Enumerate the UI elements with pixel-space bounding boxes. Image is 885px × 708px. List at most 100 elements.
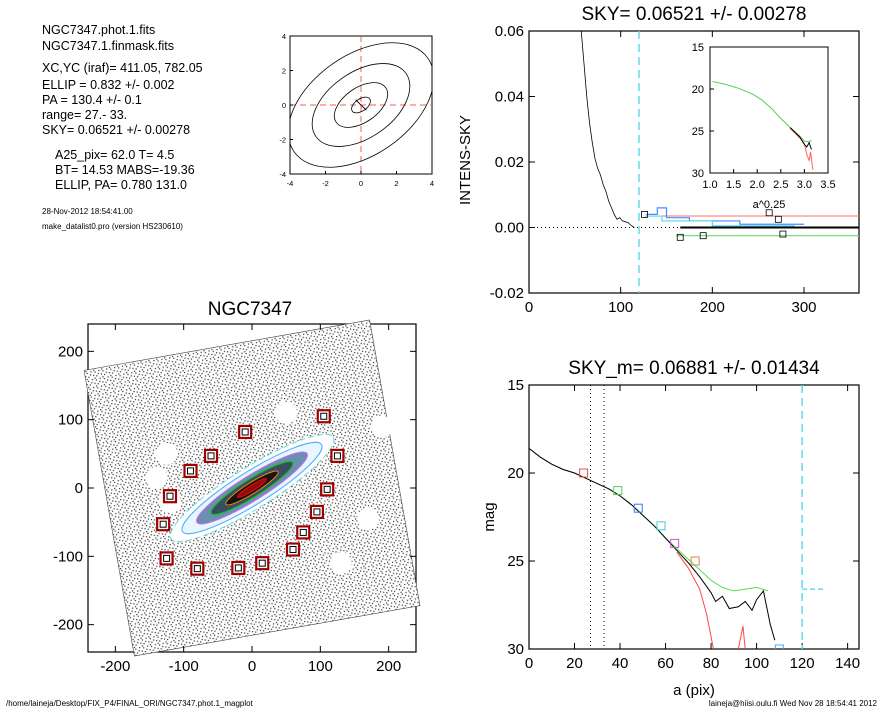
mag-x-tick-label: 40 — [612, 655, 629, 672]
mask-square-inner — [323, 485, 331, 493]
mask-square-inner — [313, 508, 321, 516]
mag-x-tick-label: 80 — [703, 655, 720, 672]
sky-y-tick-label: 0.02 — [495, 154, 524, 171]
sky-box-marker — [774, 215, 782, 223]
masked-star — [357, 507, 380, 530]
info-line: BT= 14.53 MABS=-19.36 — [55, 163, 195, 177]
mag-x-tick-label: 120 — [790, 655, 815, 672]
mag-box-marker — [633, 503, 643, 513]
inset-series-line — [789, 127, 812, 150]
sky-box-marker — [779, 230, 787, 238]
sky-title: SKY= 0.06521 +/- 0.00278 — [581, 4, 806, 25]
image-y-tick-label: 0 — [75, 480, 83, 497]
info-line: NGC7347.phot.1.fits — [42, 23, 155, 37]
inset-frame — [709, 46, 829, 174]
contour-ellipse — [351, 96, 371, 114]
mask-square-inner — [289, 546, 297, 553]
mag-y-tick-label: 20 — [507, 465, 524, 482]
inset-y-tick-label: 20 — [692, 84, 704, 96]
image-x-tick-label: 0 — [248, 658, 256, 675]
contour-plot: -4 -2 0 2 4 -4 -2 0 2 4 — [279, 32, 434, 188]
mag-y-tick-label: 30 — [507, 641, 524, 658]
sky-x-tick-label: 300 — [791, 299, 816, 316]
sky-box-marker — [765, 209, 773, 217]
inset-y-tick-label: 25 — [692, 126, 704, 138]
mask-square — [190, 561, 205, 576]
mask-square-inner — [258, 559, 266, 567]
mask-square — [238, 424, 253, 440]
mask-square-inner — [207, 452, 215, 460]
sky-y-tick-label: 0.06 — [495, 23, 524, 40]
mask-square — [156, 517, 171, 532]
mask-square-inner — [320, 412, 328, 420]
contour-x-tick-label: -4 — [287, 179, 294, 188]
galaxy-isophote — [236, 478, 268, 498]
mask-square — [159, 551, 174, 566]
mask-square-inner — [193, 565, 201, 573]
image-x-tick-label: 100 — [308, 658, 333, 675]
mask-square-inner — [241, 428, 249, 436]
info-line: ELLIP = 0.832 +/- 0.002 — [42, 78, 175, 92]
sky-x-tick-label: 100 — [608, 299, 633, 316]
mag-series-group — [529, 447, 784, 649]
mag-x-tick-label: 140 — [835, 655, 860, 672]
mask-square — [255, 556, 270, 571]
contour-x-tick-label: 0 — [359, 179, 363, 188]
info-line: make_datalist0.pro (version HS230610) — [42, 222, 183, 231]
mag-series-black — [529, 447, 776, 641]
contour-y-tick-label: -4 — [279, 170, 286, 179]
inset-x-tick-label: 3.5 — [820, 179, 835, 191]
mask-square — [285, 542, 301, 557]
inset-series-line — [712, 80, 812, 143]
sky-x-tick-label: 200 — [700, 299, 725, 316]
contour-y-tick-label: 2 — [282, 67, 286, 76]
mask-square — [162, 489, 178, 504]
mag-series-red — [676, 551, 714, 649]
inset-xlabel: a^0.25 — [753, 199, 786, 211]
mag-box-marker — [690, 556, 700, 566]
mask-square — [203, 448, 219, 463]
mag-y-tick-label: 15 — [507, 377, 524, 394]
mag-frame — [528, 384, 860, 650]
image-y-tick-label: 100 — [58, 412, 83, 429]
contour-y-tick-label: 4 — [282, 32, 286, 41]
mag-xlabel: a (pix) — [673, 682, 715, 699]
mag-box-marker — [579, 468, 589, 478]
mask-square — [231, 560, 246, 576]
mask-square — [296, 525, 311, 540]
inset-x-tick-label: 2.5 — [773, 179, 788, 191]
footer-user-date: laineja@hiisi.oulu.fi Wed Nov 28 18:54:4… — [709, 699, 878, 708]
contour-x-tick-label: 2 — [394, 179, 398, 188]
mask-square-inner — [163, 554, 171, 562]
contour-x-tick-label: 4 — [430, 179, 434, 188]
mag-box-marker — [656, 521, 666, 531]
center-cross — [355, 99, 367, 111]
info-line: ELLIP, PA= 0.780 131.0 — [55, 178, 187, 192]
image-y-tick-label: -200 — [53, 617, 83, 634]
sky-box-marker — [676, 233, 684, 241]
mag-x-tick-label: 0 — [525, 655, 533, 672]
contour-y-tick-label: -2 — [279, 136, 286, 145]
sky-profile-line — [580, 30, 635, 228]
mask-square-inner — [166, 492, 174, 500]
mag-box-marker — [613, 486, 623, 496]
contour-levels — [290, 42, 432, 168]
inset-y-tick-label: 30 — [692, 168, 704, 180]
inset-x-tick-label: 3.0 — [797, 179, 812, 191]
info-line: PA = 130.4 +/- 0.1 — [42, 93, 142, 107]
sky-y-tick-label: 0.00 — [495, 220, 524, 237]
image-title: NGC7347 — [208, 299, 293, 320]
mag-profile-plot: SKY_m= 0.06881 +/- 0.01434 mag a (pix) 0… — [481, 358, 860, 699]
info-line: range= 27.- 33. — [42, 108, 127, 122]
image-x-tick-label: 200 — [376, 658, 401, 675]
sky-box-marker — [699, 232, 707, 240]
inset-x-tick-label: 1.0 — [702, 179, 717, 191]
masked-star — [370, 415, 393, 438]
mag-x-tick-label: 100 — [744, 655, 769, 672]
mask-square — [183, 463, 198, 479]
mag-ylabel: mag — [481, 502, 498, 531]
sky-plot: SKY= 0.06521 +/- 0.00278 INTENS-SKY 0 100… — [457, 4, 860, 316]
sky-y-tick-label: 0.04 — [495, 89, 524, 106]
contour-x-tick-label: -2 — [322, 179, 329, 188]
info-line: SKY= 0.06521 +/- 0.00278 — [42, 123, 190, 137]
